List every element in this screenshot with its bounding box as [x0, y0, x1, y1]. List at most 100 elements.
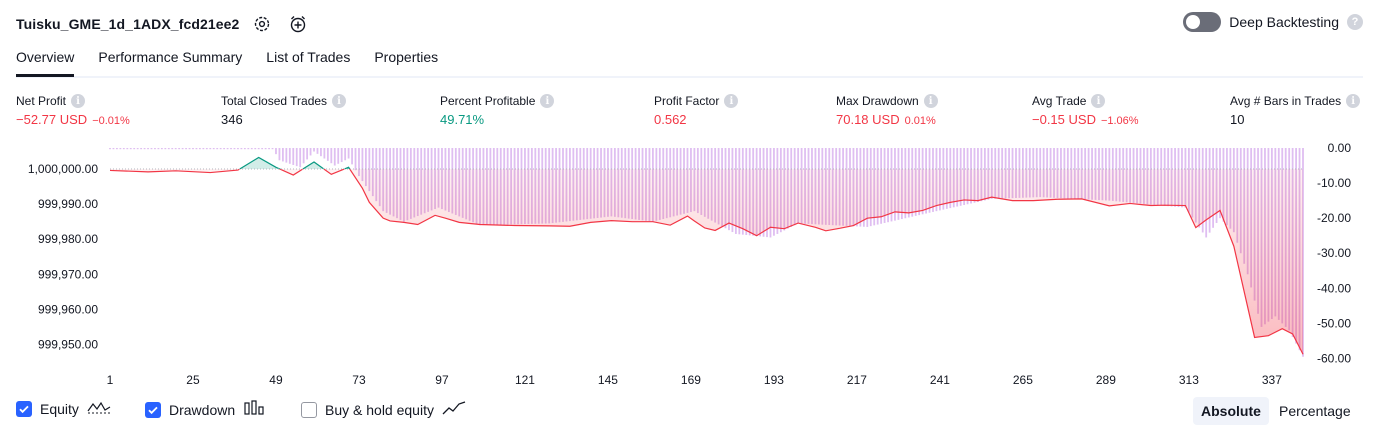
drawdown-bar	[250, 148, 253, 150]
legend-buy-hold[interactable]: Buy & hold equity	[301, 400, 466, 419]
metric-label: Avg # Bars in Trades	[1230, 94, 1342, 108]
y-axis-right: 0.00 -10.00 -20.00 -30.00 -40.00 -50.00 -60.00	[1317, 141, 1351, 365]
x-tick-label: 241	[930, 373, 950, 387]
x-tick-label: 49	[269, 373, 283, 387]
drawdown-bar	[275, 148, 277, 155]
drawdown-bar	[129, 148, 132, 150]
info-icon[interactable]: i	[724, 94, 739, 108]
metric-value: 346	[221, 112, 243, 127]
drawdown-bar	[157, 148, 160, 150]
deep-backtesting-toggle[interactable]	[1183, 12, 1222, 32]
deep-backtesting-label: Deep Backtesting	[1229, 14, 1339, 30]
drawdown-bar	[143, 148, 146, 150]
info-icon[interactable]: i	[540, 94, 555, 108]
info-icon[interactable]: i	[332, 94, 347, 108]
drawdown-checkbox[interactable]	[145, 401, 161, 418]
drawdown-bar	[323, 148, 326, 159]
equity-loss-area	[110, 169, 1303, 355]
x-tick-label: 145	[598, 373, 618, 387]
percentage-mode-button[interactable]: Percentage	[1279, 403, 1351, 419]
info-icon[interactable]: i	[923, 94, 938, 108]
x-tick-label: 1	[107, 373, 114, 387]
tab-properties[interactable]: Properties	[374, 49, 439, 65]
help-icon[interactable]: ?	[1347, 14, 1363, 30]
drawdown-bar	[261, 148, 264, 150]
equity-profit-area	[239, 157, 350, 170]
metric-net-profit: Net Profit i −52.77 USD −0.01%	[16, 92, 130, 130]
x-tick-label: 73	[352, 373, 366, 387]
drawdown-bar	[164, 148, 167, 150]
drawdown-bar	[302, 148, 305, 164]
x-tick-label: 289	[1096, 373, 1116, 387]
metric-label: Avg Trade	[1032, 94, 1087, 108]
settings-icon[interactable]	[249, 11, 275, 37]
drawdown-bar	[295, 148, 298, 167]
drawdown-bar	[140, 148, 143, 150]
drawdown-bar	[195, 148, 198, 150]
metric-percent: 0.01%	[904, 115, 936, 127]
drawdown-bar	[243, 148, 246, 150]
drawdown-bar	[223, 148, 226, 150]
x-tick-label: 265	[1013, 373, 1033, 387]
equity-line-loss	[109, 169, 1304, 355]
y-left-tick-label: 999,950.00	[38, 337, 98, 351]
y-right-tick-label: -30.00	[1317, 246, 1351, 260]
x-tick-label: 121	[515, 373, 535, 387]
legend-drawdown[interactable]: Drawdown	[145, 400, 265, 419]
x-axis: 1 25 49 73 97 121 145 169 193 217 241 265 289 313 337	[107, 373, 1283, 387]
drawdown-bar	[233, 148, 236, 150]
absolute-mode-button[interactable]: Absolute	[1193, 397, 1269, 425]
y-left-tick-label: 1,000,000.00	[28, 162, 98, 176]
tab-performance-summary[interactable]: Performance Summary	[98, 49, 243, 65]
drawdown-bar	[333, 148, 336, 166]
drawdown-bar	[209, 148, 212, 150]
drawdown-bar	[347, 148, 350, 159]
tab-overview[interactable]: Overview	[16, 44, 75, 77]
metric-label: Max Drawdown	[836, 94, 919, 108]
y-right-tick-label: 0.00	[1328, 141, 1352, 155]
drawdown-bar	[330, 148, 333, 164]
drawdown-bar	[292, 148, 295, 165]
drawdown-bar	[167, 148, 170, 150]
equity-line	[109, 156, 1304, 355]
metric-value: 0.562	[654, 112, 687, 127]
add-alert-icon[interactable]	[285, 11, 311, 37]
info-icon[interactable]: i	[71, 94, 86, 108]
drawdown-bar	[116, 148, 118, 150]
x-tick-label: 337	[1262, 373, 1282, 387]
buy-hold-line-icon	[442, 400, 466, 419]
deep-backtesting-control: Deep Backtesting ?	[1183, 12, 1363, 32]
info-icon[interactable]: i	[1346, 94, 1361, 108]
y-right-tick-label: -40.00	[1317, 281, 1351, 295]
buy-hold-checkbox[interactable]	[301, 401, 317, 418]
equity-checkbox[interactable]	[16, 400, 32, 417]
metric-avg-bars: Avg # Bars in Trades i 10	[1230, 92, 1361, 130]
drawdown-bar	[199, 148, 201, 150]
legend-equity[interactable]: Equity	[16, 400, 111, 417]
y-right-tick-label: -20.00	[1317, 211, 1351, 225]
info-icon[interactable]: i	[1091, 94, 1106, 108]
drawdown-bar	[299, 148, 302, 168]
y-right-tick-label: -60.00	[1317, 351, 1351, 365]
strategy-header: Tuisku_GME_1d_1ADX_fcd21ee2	[16, 10, 311, 38]
drawdown-bar	[154, 148, 156, 150]
drawdown-bar	[254, 148, 257, 150]
drawdown-bar	[192, 148, 194, 150]
y-left-tick-label: 999,980.00	[38, 232, 98, 246]
metric-profit-factor: Profit Factor i 0.562	[654, 92, 739, 130]
y-left-tick-label: 999,960.00	[38, 302, 98, 316]
tab-list-of-trades[interactable]: List of Trades	[266, 49, 351, 65]
metric-value: −52.77 USD	[16, 112, 88, 127]
drawdown-bar	[271, 148, 274, 150]
drawdown-bar	[268, 148, 270, 150]
drawdown-bar	[281, 148, 284, 162]
drawdown-bar	[358, 148, 360, 177]
drawdown-bar	[202, 148, 205, 150]
drawdown-bar	[147, 148, 149, 150]
x-tick-label: 193	[764, 373, 784, 387]
metric-label: Percent Profitable	[440, 94, 536, 108]
equity-chart[interactable]: 1,000,000.00 999,990.00 999,980.00 999,970.…	[0, 140, 1379, 390]
metric-label: Profit Factor	[654, 94, 720, 108]
drawdown-bar	[160, 148, 163, 150]
drawdown-bar	[340, 148, 343, 163]
